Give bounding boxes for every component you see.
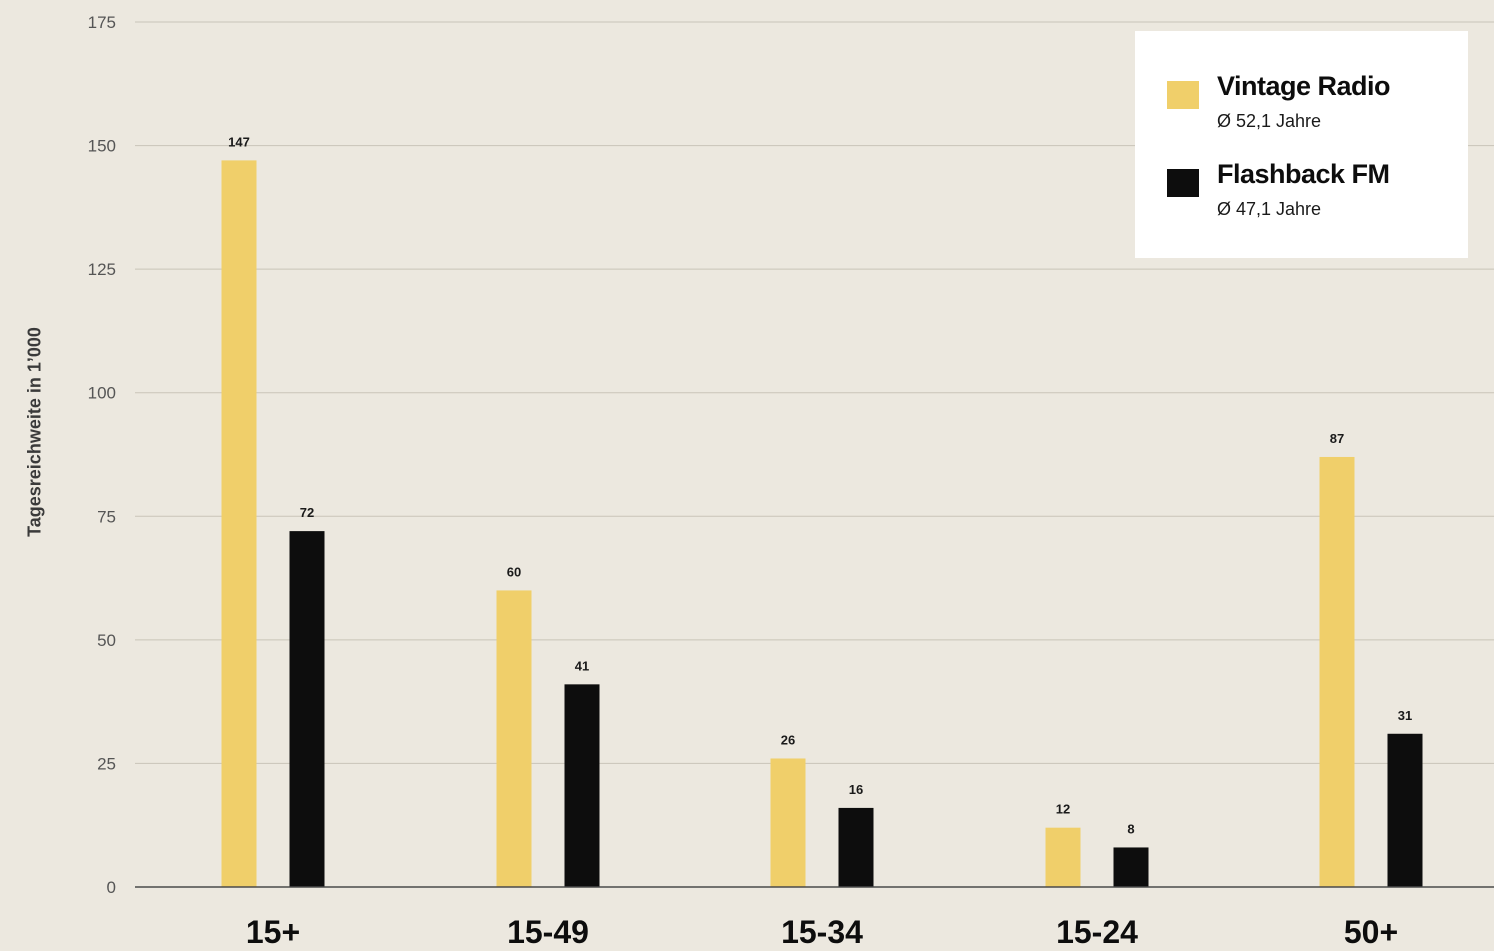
bar (1387, 733, 1423, 887)
data-label: 26 (781, 732, 795, 747)
bar (221, 160, 257, 887)
data-label: 31 (1398, 708, 1412, 723)
x-tick-label: 15-24 (1056, 914, 1138, 950)
data-label: 60 (507, 564, 521, 579)
y-tick-label: 125 (88, 260, 116, 279)
data-label: 8 (1127, 821, 1134, 836)
x-tick-label: 15+ (246, 914, 300, 950)
bar (838, 807, 874, 887)
legend-subtitle-vintage-radio: Ø 52,1 Jahre (1217, 111, 1322, 131)
y-axis-title: Tagesreichweite in 1’000 (24, 327, 45, 537)
bar (496, 590, 532, 887)
y-tick-label: 75 (97, 507, 116, 526)
y-tick-label: 25 (97, 754, 116, 773)
bar (770, 758, 806, 887)
y-tick-label: 50 (97, 631, 116, 650)
y-tick-label: 0 (107, 878, 116, 897)
bar (1045, 827, 1081, 887)
x-tick-label: 15-49 (507, 914, 589, 950)
legend: Vintage Radio Ø 52,1 Jahre Flashback FM … (1135, 31, 1468, 258)
x-tick-label: 15-34 (781, 914, 863, 950)
data-label: 147 (228, 134, 250, 149)
legend-label-flashback-fm: Flashback FM (1217, 159, 1390, 189)
bar (289, 531, 325, 887)
y-tick-label: 150 (88, 137, 116, 156)
y-tick-label: 100 (88, 384, 116, 403)
bar (564, 684, 600, 887)
data-label: 87 (1330, 431, 1344, 446)
data-label: 16 (849, 782, 863, 797)
data-label: 41 (575, 658, 589, 673)
bar (1319, 456, 1355, 887)
legend-subtitle-flashback-fm: Ø 47,1 Jahre (1217, 199, 1322, 219)
legend-swatch-flashback-fm (1167, 169, 1199, 197)
data-label: 72 (300, 505, 314, 520)
y-tick-label: 175 (88, 13, 116, 32)
data-label: 12 (1056, 802, 1070, 817)
bar (1113, 847, 1149, 887)
legend-swatch-vintage-radio (1167, 81, 1199, 109)
x-tick-label: 50+ (1344, 914, 1398, 950)
legend-label-vintage-radio: Vintage Radio (1217, 71, 1391, 101)
